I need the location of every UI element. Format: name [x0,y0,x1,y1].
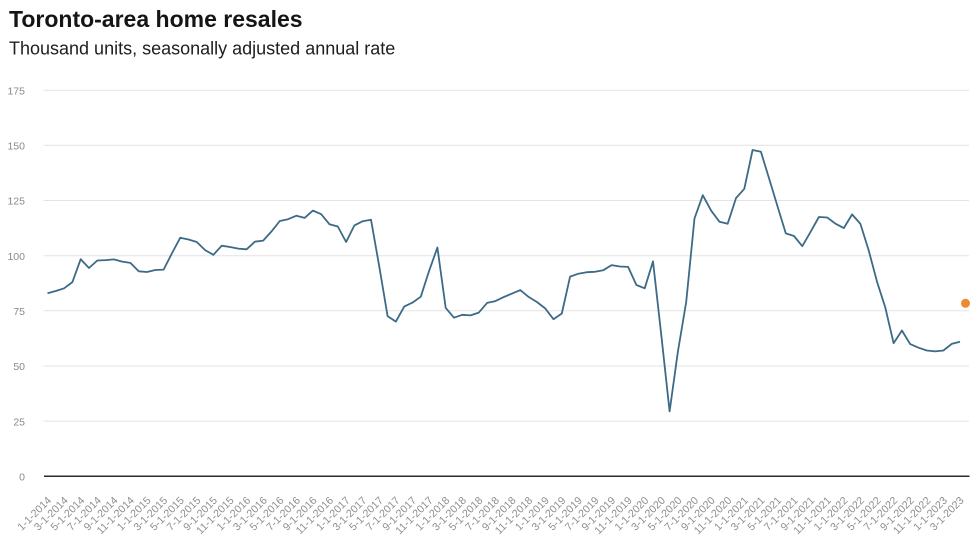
svg-text:125: 125 [7,196,25,208]
svg-text:Toronto-area home resales: Toronto-area home resales [9,6,303,32]
svg-text:Thousand units, seasonally adj: Thousand units, seasonally adjusted annu… [9,39,395,59]
svg-text:75: 75 [13,306,25,318]
svg-text:25: 25 [13,416,25,428]
svg-text:150: 150 [7,141,25,153]
svg-text:175: 175 [7,85,25,97]
svg-text:100: 100 [7,251,25,263]
svg-text:50: 50 [13,361,25,373]
svg-text:0: 0 [19,472,25,484]
